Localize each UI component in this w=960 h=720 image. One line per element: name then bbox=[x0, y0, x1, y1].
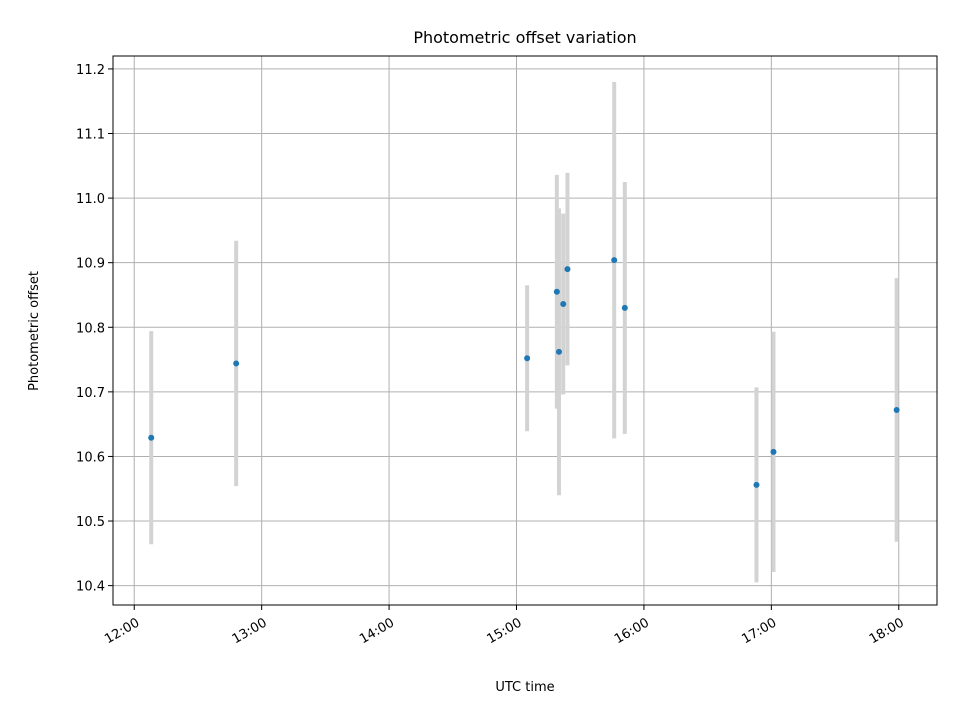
data-point bbox=[553, 288, 560, 295]
x-tick-label: 16:00 bbox=[612, 615, 652, 647]
y-tick-label: 10.5 bbox=[76, 515, 105, 530]
data-point bbox=[770, 448, 777, 455]
chart-title: Photometric offset variation bbox=[413, 28, 636, 47]
y-axis-ticks: 10.4 10.5 10.6 10.7 10.8 10.9 11.0 11.1 11.2 bbox=[76, 63, 113, 595]
data-point bbox=[564, 266, 571, 273]
data-point bbox=[611, 257, 618, 264]
x-tick-label: 17:00 bbox=[739, 615, 779, 647]
y-tick-label: 10.4 bbox=[76, 580, 105, 595]
data-points bbox=[148, 257, 900, 488]
grid bbox=[113, 56, 937, 605]
x-tick-label: 14:00 bbox=[357, 615, 397, 647]
data-point bbox=[233, 360, 240, 367]
plot-frame bbox=[112, 55, 938, 606]
y-tick-label: 10.8 bbox=[76, 321, 105, 336]
y-tick-label: 10.9 bbox=[76, 257, 105, 272]
y-tick-label: 11.1 bbox=[76, 128, 105, 143]
y-tick-label: 10.7 bbox=[76, 386, 105, 401]
data-point bbox=[555, 348, 562, 355]
x-tick-label: 12:00 bbox=[102, 615, 142, 647]
y-axis-label: Photometric offset bbox=[27, 271, 42, 391]
x-tick-label: 18:00 bbox=[867, 615, 907, 647]
x-tick-label: 15:00 bbox=[485, 615, 525, 647]
data-point bbox=[753, 481, 760, 488]
error-bars bbox=[149, 81, 899, 583]
data-point bbox=[148, 434, 155, 441]
data-point bbox=[560, 301, 567, 308]
x-axis-ticks: 12:00 13:00 14:00 15:00 16:00 17:00 18:00 bbox=[102, 605, 907, 647]
x-axis-label: UTC time bbox=[495, 680, 554, 695]
y-tick-label: 11.2 bbox=[76, 63, 105, 78]
x-tick-label: 13:00 bbox=[230, 615, 270, 647]
data-point bbox=[893, 406, 900, 413]
y-tick-label: 11.0 bbox=[76, 192, 105, 207]
y-tick-label: 10.6 bbox=[76, 450, 105, 465]
data-point bbox=[524, 355, 531, 362]
data-point bbox=[621, 304, 628, 311]
